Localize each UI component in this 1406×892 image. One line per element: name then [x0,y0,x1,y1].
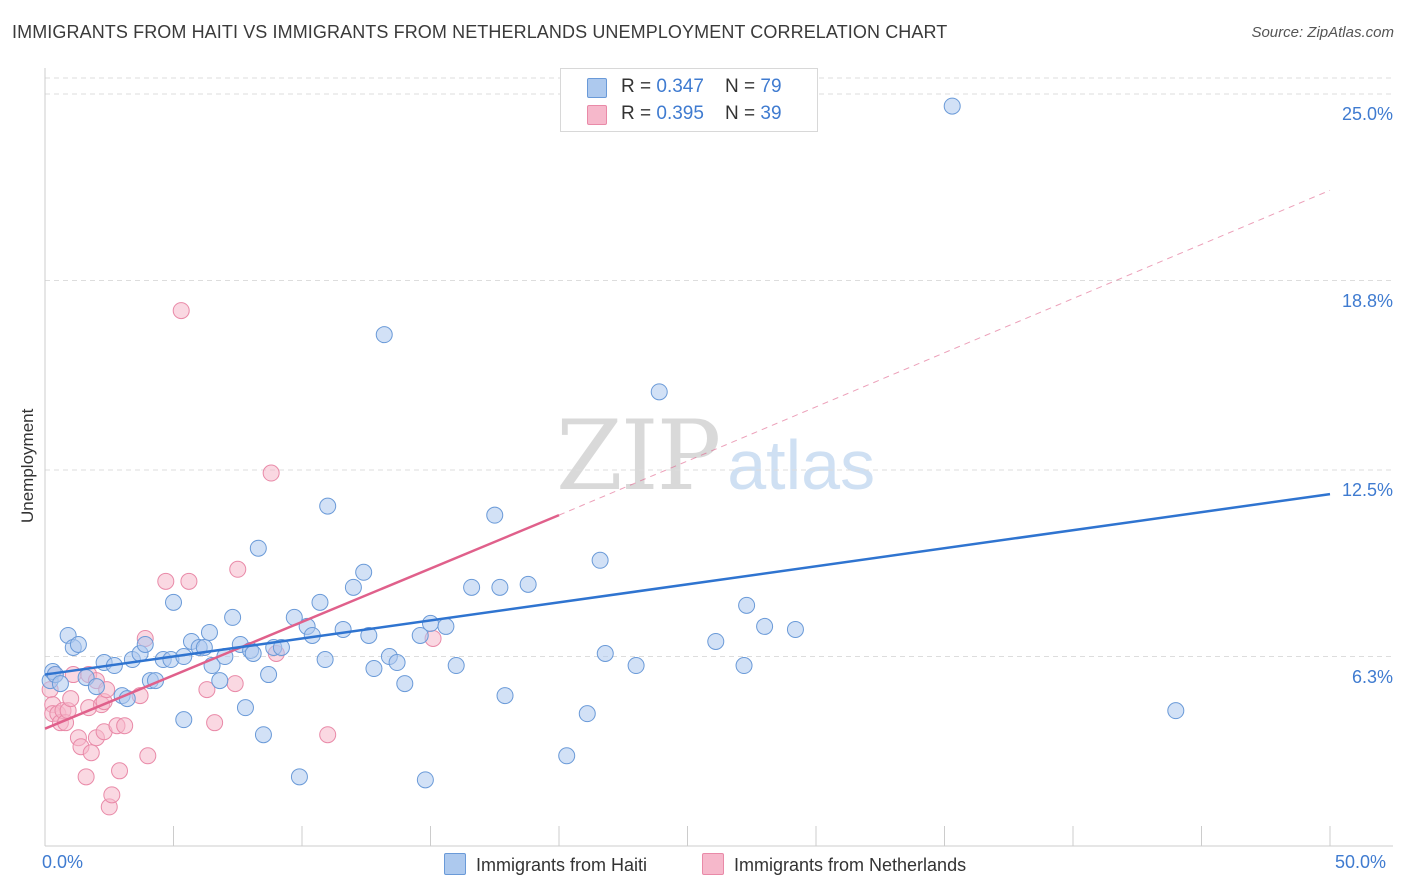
haiti-point [254,726,272,744]
haiti-point [437,617,455,635]
legend-label-haiti: Immigrants from Haiti [476,855,648,875]
haiti-point [365,660,383,678]
netherlands-trend-line [44,513,560,730]
haiti-swatch [587,78,607,98]
watermark-zip: ZIP [556,400,721,512]
gridlines [45,77,1393,658]
haiti-point [249,539,267,557]
haiti-point [375,326,393,344]
haiti-point [175,711,193,729]
axes [44,68,1393,847]
haiti-point [1167,702,1185,720]
haiti-point [51,675,69,693]
x-tick-label-max: 50.0% [1335,852,1387,872]
x-tick-label-min: 0.0% [42,852,84,872]
haiti-point [311,593,329,611]
y-tick-label: 25.0% [1341,104,1393,125]
chart-title: IMMIGRANTS FROM HAITI VS IMMIGRANTS FROM… [12,22,948,42]
netherlands-swatch [587,105,607,125]
haiti-point [943,97,961,115]
haiti-point [344,578,362,596]
haiti-point [627,657,645,675]
netherlands-point [198,681,216,699]
haiti-point [738,596,756,614]
legend-stats-haiti: R = 0.347 N = 79 [621,76,782,97]
netherlands-point [77,768,95,786]
haiti-point [735,657,753,675]
haiti-point [756,617,774,635]
haiti-point [236,699,254,717]
haiti-point [211,672,229,690]
haiti-point [496,687,514,705]
haiti-point [411,626,429,644]
netherlands-point [116,717,134,735]
netherlands-point [180,572,198,590]
haiti-point [319,497,337,515]
netherlands-point [172,302,190,320]
haiti-point [558,747,576,765]
netherlands-point [62,690,80,708]
haiti-point [463,578,481,596]
netherlands-legend-swatch [702,853,724,875]
netherlands-trend-extension [558,189,1331,516]
netherlands-point [226,675,244,693]
y-tick-label: 12.5% [1341,480,1393,501]
watermark-atlas: atlas [727,426,876,504]
haiti-point [707,632,725,650]
haiti-point [491,578,509,596]
haiti-point [422,614,439,632]
haiti-point [334,620,352,638]
haiti-points [41,97,1185,789]
netherlands-point [319,726,337,744]
netherlands-points [41,302,442,816]
haiti-point [519,575,537,593]
haiti-point [244,645,262,663]
trend-lines [44,189,1331,730]
haiti-point [87,678,105,696]
y-tick-label: 6.3% [1351,666,1393,687]
haiti-point [69,635,87,653]
haiti-point [388,654,406,672]
haiti-point [316,651,334,669]
legend-item-netherlands[interactable]: Immigrants from Netherlands [702,853,966,876]
netherlands-point [103,786,121,804]
y-tick-label: 18.8% [1341,290,1393,311]
netherlands-point [229,560,247,578]
haiti-point [290,768,308,786]
haiti-point [200,623,218,641]
haiti-point [447,657,465,675]
haiti-legend-swatch [444,853,466,875]
legend-label-netherlands: Immigrants from Netherlands [734,855,967,875]
haiti-point [136,635,154,653]
stats-legend: R = 0.347 N = 79 R = 0.395 N = 39 [560,68,818,132]
netherlands-point [157,572,175,590]
haiti-point [224,608,242,626]
haiti-point [416,771,434,789]
haiti-trend-line [44,492,1331,676]
haiti-point [260,666,278,684]
source-label: Source: ZipAtlas.com [1251,24,1394,41]
legend-item-haiti[interactable]: Immigrants from Haiti [444,853,647,876]
haiti-point [786,620,804,638]
netherlands-point [111,762,129,780]
haiti-point [355,563,373,581]
haiti-point [360,626,378,644]
watermark: ZIP atlas [556,400,875,512]
haiti-point [272,638,290,656]
haiti-point [578,705,596,723]
netherlands-point [139,747,157,765]
netherlands-point [82,744,100,762]
legend-stats-netherlands: R = 0.395 N = 39 [621,103,782,124]
haiti-point [486,506,504,524]
haiti-point [396,675,414,693]
haiti-point [596,645,614,663]
haiti-point [591,551,609,569]
haiti-point [165,593,182,611]
netherlands-point [262,464,280,482]
y-axis-label: Unemployment [18,408,37,523]
netherlands-point [206,714,224,732]
haiti-point [650,383,668,401]
